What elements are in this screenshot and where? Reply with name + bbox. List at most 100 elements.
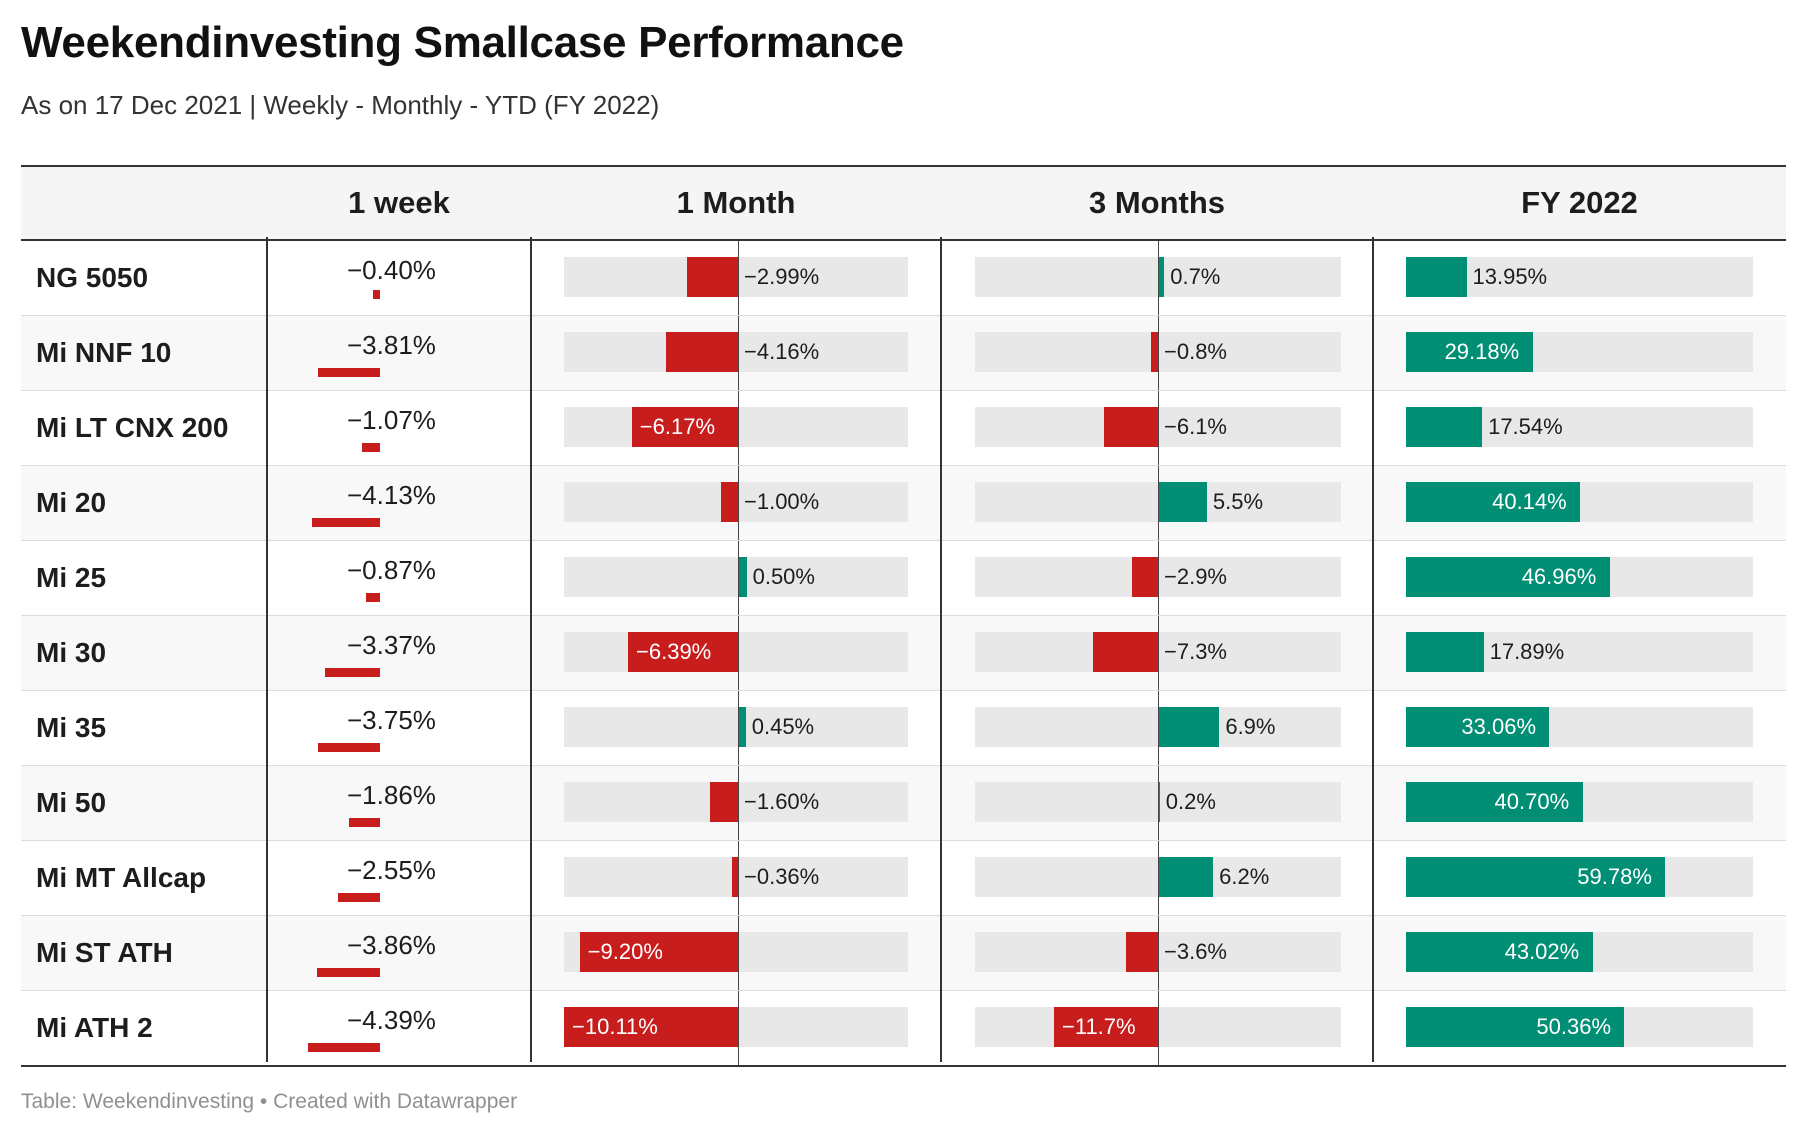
table-row: NG 5050 −0.40% −2.99% 0.7% 13.95% <box>21 241 1786 316</box>
week-value: −1.07% <box>347 405 436 435</box>
zero-axis <box>738 916 739 990</box>
week-bar <box>316 968 380 977</box>
week-bar <box>318 743 380 752</box>
week-bar <box>373 290 380 299</box>
week-value: −1.86% <box>347 780 436 810</box>
header-1-week[interactable]: 1 week <box>348 185 450 220</box>
zero-axis <box>1158 241 1159 315</box>
table-row: Mi ATH 2 −4.39% −10.11% −11.7% 50.36% <box>21 991 1786 1067</box>
fy-bar <box>1406 482 1581 522</box>
month-bar <box>628 632 738 672</box>
row-name: NG 5050 <box>36 262 149 293</box>
column-divider <box>266 237 268 1062</box>
month-bar <box>564 1007 738 1047</box>
month-bar <box>738 707 746 747</box>
week-value: −2.55% <box>347 855 436 885</box>
zero-axis <box>738 241 739 315</box>
week-bar <box>317 368 380 377</box>
month-label: −0.36% <box>744 864 820 889</box>
fy-label: 43.02% <box>1504 939 1580 964</box>
table-row: Mi MT Allcap −2.55% −0.36% 6.2% 59.78% <box>21 841 1786 916</box>
month-bar <box>731 857 738 897</box>
week-value: −4.39% <box>347 1005 436 1035</box>
month-label: 0.45% <box>751 714 815 739</box>
fy-label: 40.14% <box>1492 489 1567 514</box>
week-bar <box>365 593 380 602</box>
zero-axis <box>738 316 739 390</box>
m3-label: 5.5% <box>1212 489 1264 514</box>
row-name: Mi 30 <box>36 637 107 668</box>
m3-label: −2.9% <box>1164 564 1227 589</box>
zero-axis <box>738 766 739 840</box>
column-divider <box>940 237 942 1062</box>
month-bar <box>710 782 738 822</box>
header-3-months[interactable]: 3 Months <box>1088 185 1226 220</box>
month-bar <box>666 332 738 372</box>
month-bar <box>631 407 738 447</box>
row-name: Mi 50 <box>36 787 107 818</box>
month-bar <box>720 482 738 522</box>
chart-subtitle: As on 17 Dec 2021 | Weekly - Monthly - Y… <box>21 90 660 120</box>
month-label: 0.50% <box>752 564 815 589</box>
table-row: Mi LT CNX 200 −1.07% −6.17% −6.1% 17.54% <box>21 391 1786 466</box>
fy-label: 17.89% <box>1489 639 1565 664</box>
table-row: Mi 50 −1.86% −1.60% 0.2% 40.70% <box>21 766 1786 841</box>
fy-label: 59.78% <box>1577 864 1652 889</box>
header-fy-2022[interactable]: FY 2022 <box>1521 185 1638 220</box>
row-name: Mi MT Allcap <box>36 862 207 893</box>
fy-bar <box>1406 632 1484 672</box>
zero-axis <box>1158 916 1159 990</box>
fy-bar <box>1406 332 1533 372</box>
zero-axis <box>1158 541 1159 615</box>
week-value: −3.75% <box>347 705 436 735</box>
week-bar <box>349 818 380 827</box>
m3-bar <box>1158 257 1165 297</box>
m3-bar <box>1158 857 1214 897</box>
fy-bar <box>1406 932 1593 972</box>
zero-axis <box>1158 616 1159 690</box>
zero-axis <box>738 991 739 1065</box>
source-footer: Table: Weekendinvesting • Created with D… <box>21 1090 518 1113</box>
m3-bar <box>1158 707 1220 747</box>
table-header: 1 week 1 Month 3 Months FY 2022 <box>21 165 1786 241</box>
week-value: −3.81% <box>347 330 436 360</box>
fy-bar <box>1406 257 1467 297</box>
fy-bar <box>1406 407 1483 447</box>
fy-bar <box>1406 857 1666 897</box>
table-row: Mi 30 −3.37% −6.39% −7.3% 17.89% <box>21 616 1786 691</box>
table-row: Mi 35 −3.75% 0.45% 6.9% 33.06% <box>21 691 1786 766</box>
m3-bar <box>1054 1007 1158 1047</box>
m3-label: −0.8% <box>1164 339 1227 364</box>
m3-bar <box>1132 557 1158 597</box>
week-bar <box>362 443 380 452</box>
row-name: Mi LT CNX 200 <box>36 412 229 443</box>
fy-label: 13.95% <box>1472 264 1548 289</box>
m3-label: −7.3% <box>1164 639 1227 664</box>
month-bar <box>686 257 738 297</box>
column-divider <box>1372 237 1374 1062</box>
fy-label: 50.36% <box>1536 1014 1612 1039</box>
m3-bar <box>1126 932 1158 972</box>
week-bar <box>312 518 380 527</box>
header-1-month[interactable]: 1 Month <box>676 185 796 220</box>
week-value: −0.40% <box>347 255 436 285</box>
fy-bar <box>1406 1007 1625 1047</box>
zero-axis <box>1158 691 1159 765</box>
m3-label: 0.2% <box>1165 789 1216 814</box>
row-name: Mi 25 <box>36 562 107 593</box>
row-name: Mi 20 <box>36 487 107 518</box>
table-row: Mi 20 −4.13% −1.00% 5.5% 40.14% <box>21 466 1786 541</box>
zero-axis <box>738 616 739 690</box>
week-value: −3.86% <box>347 930 436 960</box>
zero-axis <box>1158 841 1159 915</box>
month-label: −1.60% <box>744 789 820 814</box>
m3-label: 0.7% <box>1170 264 1221 289</box>
fy-label: 46.96% <box>1521 564 1597 589</box>
performance-table: 1 week 1 Month 3 Months FY 2022 NG 5050 −… <box>21 165 1786 1067</box>
zero-axis <box>1158 991 1159 1065</box>
zero-axis <box>1158 466 1159 540</box>
zero-axis <box>1158 391 1159 465</box>
month-label: −10.11% <box>572 1014 658 1039</box>
week-bar <box>324 668 380 677</box>
zero-axis <box>1158 766 1159 840</box>
